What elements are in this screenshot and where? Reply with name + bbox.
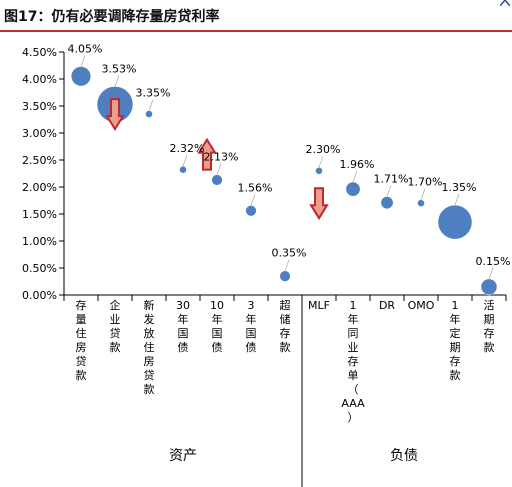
arrow-down xyxy=(309,187,329,221)
figure-title-bar: 图17：仍有必要调降存量房贷利率 xyxy=(0,0,512,30)
data-label-leader xyxy=(284,259,290,271)
data-label-leader xyxy=(352,170,358,183)
data-bubble xyxy=(380,196,394,210)
arrow-down xyxy=(105,98,125,132)
data-label-leader xyxy=(454,193,460,206)
data-bubble xyxy=(315,166,323,175)
x-category-label: DR xyxy=(379,299,395,312)
x-category-label: 1 年同业存单（ AAA） xyxy=(341,299,365,424)
data-value-label: 0.35% xyxy=(272,247,307,260)
data-label-leader xyxy=(420,188,426,200)
y-tick-label: 3.50% xyxy=(22,100,57,113)
bubble-layer xyxy=(70,66,498,296)
data-bubble xyxy=(279,270,291,282)
data-value-label: 0.15% xyxy=(476,255,511,268)
data-bubble xyxy=(417,199,425,208)
y-tick-label: 2.50% xyxy=(22,154,57,167)
data-label-leader xyxy=(488,267,494,279)
data-value-label: 3.35% xyxy=(136,87,171,100)
y-tick-label: 3.00% xyxy=(22,127,57,140)
x-category-label: 新发放住房贷款 xyxy=(144,298,155,396)
x-category-label: 超储存款 xyxy=(280,298,291,354)
data-label-leader xyxy=(80,55,86,67)
data-bubble xyxy=(480,278,498,296)
data-label-leader xyxy=(386,185,392,197)
data-label-leader xyxy=(250,194,256,206)
y-tick-label: 1.00% xyxy=(22,235,57,248)
data-label-leader xyxy=(216,163,222,175)
data-value-label: 4.05% xyxy=(68,42,103,55)
x-category-label: 10 年国债 xyxy=(210,299,224,354)
title-divider xyxy=(0,30,512,32)
data-value-label: 1.35% xyxy=(442,181,477,194)
data-bubble xyxy=(437,204,473,240)
x-category-label: 活期存款 xyxy=(484,299,495,354)
data-bubble xyxy=(179,165,187,174)
data-value-label: 2.30% xyxy=(306,143,341,156)
y-tick-label: 4.00% xyxy=(22,73,57,86)
data-value-label: 1.71% xyxy=(374,172,409,185)
arrow-layer xyxy=(105,98,329,221)
group-label: 资产 xyxy=(169,448,197,464)
x-category-label: 企业贷款 xyxy=(110,298,121,354)
figure-title: 图17：仍有必要调降存量房贷利率 xyxy=(4,9,220,25)
data-label-leader xyxy=(114,75,120,87)
data-value-label: 2.13% xyxy=(204,151,239,164)
data-value-label: 3.53% xyxy=(102,62,137,75)
label-layer: 存量住房贷款 企业贷款 新发放住房贷款 30 年国债 10 年国债 3 年国债 超储存款 MLF 1 年… xyxy=(68,42,511,464)
data-bubble xyxy=(145,110,153,118)
data-bubble xyxy=(245,205,257,217)
data-bubble xyxy=(70,66,92,87)
x-category-label: 1 年定期存款 xyxy=(450,299,461,382)
data-value-label: 2.32% xyxy=(170,142,205,155)
y-tick-label: 2.00% xyxy=(22,181,57,194)
data-value-label: 1.96% xyxy=(340,158,375,171)
data-value-label: 1.70% xyxy=(408,176,443,189)
data-bubble xyxy=(211,174,223,186)
data-label-leader xyxy=(318,156,324,168)
x-category-label: 3 年国债 xyxy=(246,299,257,354)
x-category-label: OMO xyxy=(408,299,435,312)
y-tick-label: 0.50% xyxy=(22,262,57,275)
arrow-up xyxy=(197,137,217,171)
data-bubble xyxy=(345,181,361,197)
data-label-leader xyxy=(182,155,188,167)
chart-axes: 0.00% 0.50% 1.00% 1.50% 2.00% 2.50% 3.00% 3.50%… xyxy=(22,46,507,487)
x-category-label: 存量住房贷款 xyxy=(76,298,87,382)
x-category-label: 30 年国债 xyxy=(176,299,190,354)
data-value-label: 1.56% xyxy=(238,181,273,194)
corner-logo-fragment xyxy=(500,0,510,6)
data-label-leader xyxy=(148,99,154,111)
x-category-label: MLF xyxy=(308,299,330,312)
group-label: 负债 xyxy=(390,448,418,464)
y-tick-label: 1.50% xyxy=(22,208,57,221)
y-tick-label: 0.00% xyxy=(22,289,57,302)
y-tick-label: 4.50% xyxy=(22,46,57,59)
